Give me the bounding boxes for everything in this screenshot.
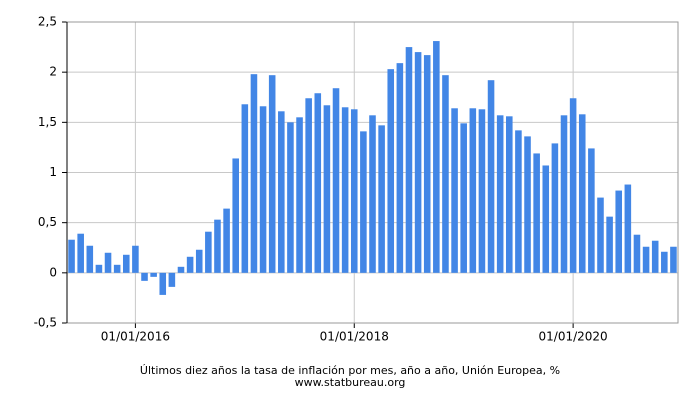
x-tick-label: 01/01/2016 [101, 330, 170, 344]
bar [150, 272, 157, 277]
bar [278, 111, 285, 273]
bar [515, 130, 522, 273]
bar [414, 52, 422, 273]
bar [442, 75, 449, 273]
bar [360, 131, 367, 273]
bar [122, 254, 130, 273]
bar [451, 108, 458, 273]
x-tick-label: 01/01/2018 [320, 330, 389, 344]
bar [177, 266, 185, 273]
bar [77, 233, 84, 273]
bar [433, 41, 440, 273]
bar [287, 122, 294, 273]
y-tick-label: 2,5 [38, 15, 57, 29]
bar [95, 264, 103, 273]
bar [168, 272, 176, 287]
bar [597, 197, 604, 273]
chart-title: Últimos diez años la tasa de inflación p… [140, 364, 560, 377]
bar [104, 252, 112, 273]
bar [250, 74, 258, 273]
bar [496, 115, 504, 273]
bar [670, 246, 677, 273]
bar [186, 256, 194, 273]
bar [323, 105, 331, 273]
bar [588, 148, 595, 273]
y-tick-label: 0 [49, 265, 57, 279]
bar [232, 158, 239, 273]
bar [195, 249, 203, 273]
bar [542, 165, 550, 273]
bar [305, 98, 312, 273]
y-tick-label: -0,5 [34, 316, 57, 330]
bar [214, 219, 221, 273]
bar [314, 93, 322, 273]
y-tick-label: 2 [49, 65, 57, 79]
bar [624, 184, 632, 273]
bar [68, 239, 75, 273]
bar [423, 55, 431, 273]
bar [132, 245, 139, 273]
bar [141, 272, 148, 281]
bar [387, 69, 395, 273]
bar [378, 125, 385, 273]
bar [506, 116, 513, 273]
bar [642, 246, 650, 273]
bar [296, 117, 303, 273]
bar [460, 123, 467, 273]
y-tick-label: 0,5 [38, 215, 57, 229]
chart-subtitle: www.statbureau.org [295, 376, 406, 389]
bar [350, 109, 358, 273]
bar [268, 75, 276, 273]
bar [524, 136, 531, 273]
bar [633, 234, 641, 273]
bar [478, 109, 486, 273]
bar [86, 245, 94, 273]
bar [569, 98, 577, 273]
bar [578, 114, 586, 273]
bar [241, 104, 249, 273]
x-tick-label: 01/01/2020 [539, 330, 608, 344]
bar [113, 264, 121, 273]
y-tick-label: 1 [49, 165, 57, 179]
bar [259, 106, 267, 273]
bar [661, 251, 668, 273]
bar [469, 108, 477, 273]
bar [533, 153, 540, 273]
y-tick-label: 1,5 [38, 115, 57, 129]
bar [615, 190, 623, 273]
bar [332, 88, 340, 273]
bar [369, 115, 376, 273]
bar [396, 63, 404, 273]
bar [606, 216, 613, 273]
bar [159, 272, 167, 295]
bar [560, 115, 568, 273]
bar [405, 47, 413, 273]
bar [205, 231, 212, 273]
bar [487, 80, 495, 273]
bar [223, 208, 230, 273]
bar [341, 107, 349, 273]
bar [651, 240, 659, 273]
bar [551, 143, 559, 273]
